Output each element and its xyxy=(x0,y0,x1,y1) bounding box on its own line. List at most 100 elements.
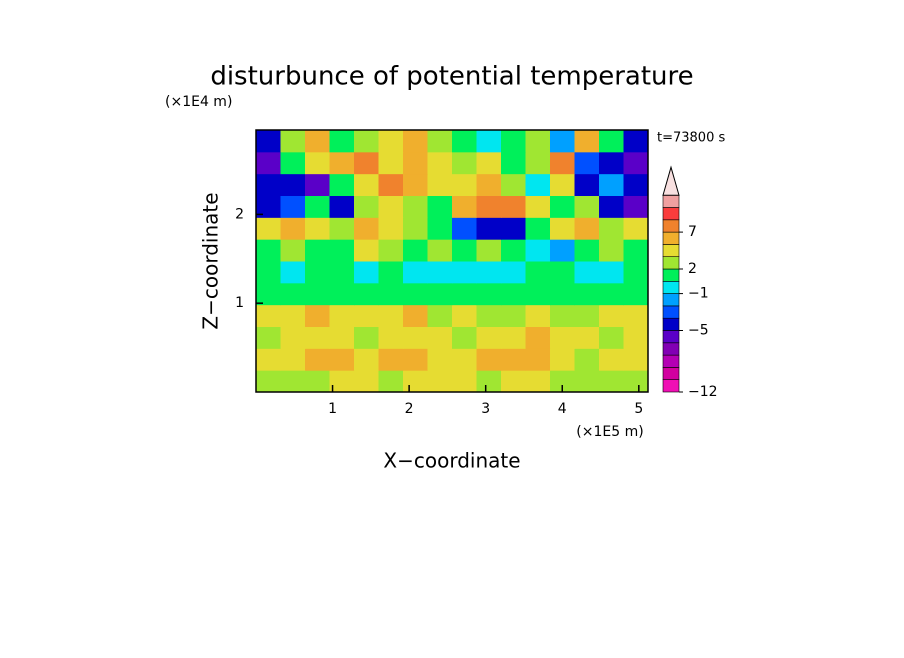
field-cell xyxy=(599,173,624,196)
field-cell xyxy=(280,370,306,393)
field-cell xyxy=(476,282,502,306)
field-cell xyxy=(305,195,330,218)
field-cell xyxy=(329,195,355,218)
field-cell xyxy=(403,370,428,393)
field-cell xyxy=(354,151,379,175)
field-cell xyxy=(329,326,355,349)
field-cell xyxy=(280,217,306,240)
field-cell xyxy=(476,370,502,393)
field-cell xyxy=(501,173,526,196)
field-cell xyxy=(280,326,306,349)
field-cell xyxy=(403,195,428,218)
field-cell xyxy=(305,261,330,284)
colorbar-segment xyxy=(662,280,680,294)
field-cell xyxy=(599,151,624,175)
field-cell xyxy=(599,195,624,218)
field-cell xyxy=(476,130,502,153)
field-cell xyxy=(256,282,281,306)
field-cell xyxy=(550,239,575,262)
field-cell xyxy=(403,130,428,153)
colorbar-tick-label: −12 xyxy=(688,384,718,400)
field-cell xyxy=(280,173,306,196)
field-cell xyxy=(403,348,428,371)
field-cell xyxy=(599,261,624,284)
field-cell xyxy=(354,370,379,393)
x-tick-label: 3 xyxy=(481,401,490,417)
field-cell xyxy=(452,304,477,327)
field-cell xyxy=(354,282,379,306)
field-cell xyxy=(403,173,428,196)
field-cell xyxy=(623,348,649,371)
y-axis-title: Z−coordinate xyxy=(199,192,223,329)
field-cell xyxy=(280,261,306,284)
field-cell xyxy=(427,326,453,349)
field-cell xyxy=(623,130,649,153)
field-cell xyxy=(329,217,355,240)
field-cell xyxy=(305,217,330,240)
field-cell xyxy=(329,282,355,306)
field-cell xyxy=(354,348,379,371)
field-cell xyxy=(623,282,649,306)
field-cell xyxy=(378,326,404,349)
field-cell xyxy=(574,326,600,349)
field-cell xyxy=(305,304,330,327)
field-cell xyxy=(574,261,600,284)
field-cell xyxy=(329,261,355,284)
colorbar-tick-label: −1 xyxy=(688,286,709,302)
field-cell xyxy=(403,217,428,240)
field-cell xyxy=(501,304,526,327)
field-cell xyxy=(378,217,404,240)
field-cell xyxy=(427,282,453,306)
field-cell xyxy=(427,239,453,262)
field-cell xyxy=(476,326,502,349)
field-cell xyxy=(623,304,649,327)
field-cell xyxy=(256,195,281,218)
colorbar-segment xyxy=(662,219,680,233)
field-cell xyxy=(305,173,330,196)
field-cell xyxy=(623,370,649,393)
field-cell xyxy=(256,217,281,240)
colorbar-segment xyxy=(662,379,680,393)
field-cell xyxy=(378,130,404,153)
field-cell xyxy=(378,151,404,175)
field-cell xyxy=(256,261,281,284)
field-cell xyxy=(256,151,281,175)
field-cell xyxy=(305,151,330,175)
field-cell xyxy=(329,173,355,196)
field-cell xyxy=(378,239,404,262)
field-cell xyxy=(501,217,526,240)
field-cell xyxy=(256,130,281,153)
field-cell xyxy=(501,195,526,218)
field-cell xyxy=(599,239,624,262)
field-cell xyxy=(354,195,379,218)
field-cell xyxy=(280,304,306,327)
field-cell xyxy=(550,326,575,349)
y-tick-label: 2 xyxy=(235,206,244,222)
field-cell xyxy=(476,217,502,240)
field-cell xyxy=(476,239,502,262)
field-cell xyxy=(354,261,379,284)
field-cell xyxy=(305,130,330,153)
y-unit: (×1E4 m) xyxy=(165,94,232,110)
field-cell xyxy=(550,217,575,240)
field-cell xyxy=(305,282,330,306)
field-cell xyxy=(525,217,551,240)
field-cell xyxy=(452,261,477,284)
field-cell xyxy=(574,370,600,393)
field-cell xyxy=(550,130,575,153)
field-cell xyxy=(280,195,306,218)
field-cell xyxy=(501,326,526,349)
colorbar-segment xyxy=(662,330,680,344)
field-cell xyxy=(305,326,330,349)
field-cell xyxy=(427,217,453,240)
colorbar-segment xyxy=(662,305,680,319)
field-cell xyxy=(305,239,330,262)
field-cell xyxy=(403,151,428,175)
field-cell xyxy=(574,304,600,327)
field-cell xyxy=(427,304,453,327)
field-cell xyxy=(550,151,575,175)
field-cell xyxy=(427,261,453,284)
field-cell xyxy=(378,195,404,218)
field-cell xyxy=(452,348,477,371)
